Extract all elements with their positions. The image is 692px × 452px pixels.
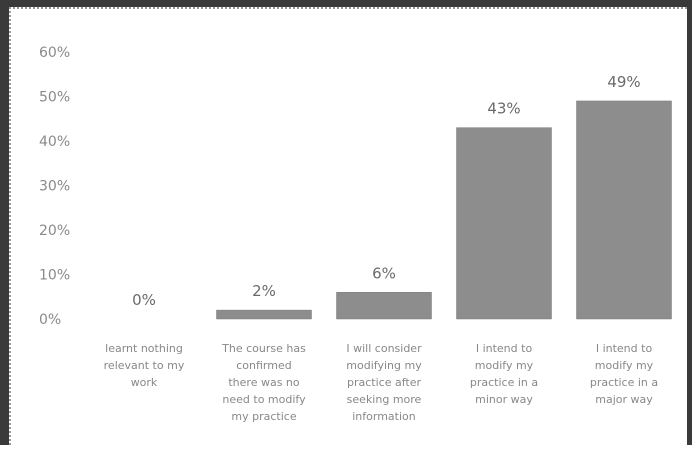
- y-tick-label: 60%: [39, 45, 70, 61]
- category-label-line: learnt nothing: [105, 342, 183, 355]
- data-label: 6%: [372, 264, 396, 282]
- category-label-line: major way: [595, 393, 653, 406]
- category-label-line: relevant to my: [104, 359, 185, 372]
- category-label-line: I intend to: [476, 342, 533, 355]
- category-label-line: my practice: [231, 410, 296, 423]
- bar-chart: 0% 10% 20% 30% 40% 50% 60% 0% learnt nothing rele…: [39, 45, 672, 423]
- category-label: I will consider modifying my practice afte…: [346, 342, 422, 423]
- bar: [336, 292, 432, 320]
- category-label-line: there was no: [228, 376, 300, 389]
- bar: [216, 309, 312, 320]
- y-tick-label: 40%: [39, 134, 70, 150]
- y-tick-label: 50%: [39, 90, 70, 106]
- category-label-line: practice in a: [470, 376, 538, 389]
- category-label-line: minor way: [475, 393, 533, 406]
- data-label: 49%: [607, 73, 640, 91]
- category-label-line: seeking more: [347, 393, 422, 406]
- y-tick-label: 10%: [39, 268, 70, 284]
- category-label-line: information: [352, 410, 416, 423]
- category-label-line: modifying my: [346, 359, 422, 372]
- bar: [456, 127, 552, 320]
- category-label-line: The course has: [221, 342, 306, 355]
- category-label: The course has confirmed there was no need …: [221, 342, 306, 423]
- category-label: I intend to modify my practice in a major w…: [590, 342, 658, 406]
- category-label: learnt nothing relevant to my work: [104, 342, 185, 389]
- data-label: 2%: [252, 282, 276, 300]
- category-label-line: I intend to: [596, 342, 653, 355]
- category-label-line: work: [131, 376, 158, 389]
- category-label-line: need to modify: [222, 393, 306, 406]
- y-tick-label: 0%: [39, 312, 61, 328]
- category-label-line: modify my: [595, 359, 654, 372]
- category-label: I intend to modify my practice in a minor w…: [470, 342, 538, 406]
- category-label-line: confirmed: [236, 359, 291, 372]
- category-label-line: modify my: [475, 359, 534, 372]
- y-tick-label: 30%: [39, 179, 70, 195]
- category-label-line: practice after: [347, 376, 421, 389]
- data-label: 0%: [132, 291, 156, 309]
- data-label: 43%: [487, 100, 520, 118]
- y-tick-label: 20%: [39, 223, 70, 239]
- bar: [576, 100, 672, 320]
- category-label-line: practice in a: [590, 376, 658, 389]
- category-label-line: I will consider: [346, 342, 422, 355]
